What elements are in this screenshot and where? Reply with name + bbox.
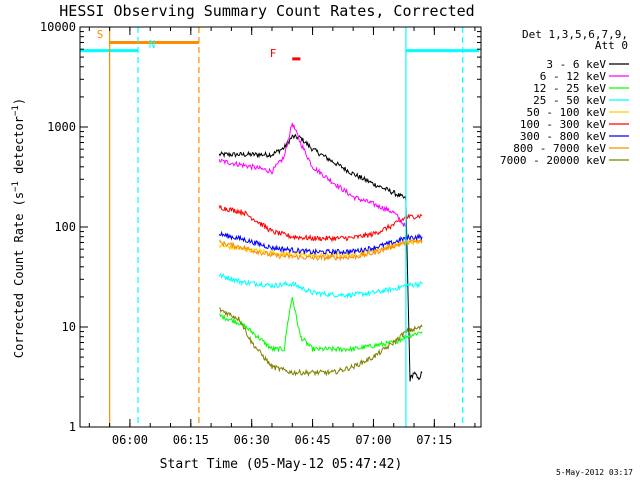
y-tick-label-3: 1000: [47, 120, 76, 134]
series-line-6: [218, 230, 423, 256]
bar-label-n: N: [149, 38, 156, 51]
legend-label-5: 100 - 300 keV: [520, 118, 606, 131]
legend-title-line-1: Att 0: [595, 39, 628, 52]
x-tick-label-5: 07:15: [416, 433, 452, 447]
x-tick-label-4: 07:00: [355, 433, 391, 447]
series-line-8: [219, 307, 423, 377]
y-tick-label-1: 10: [62, 320, 76, 334]
series-line-0: [218, 133, 423, 382]
x-axis-label: Start Time (05-May-12 05:47:42): [160, 457, 403, 472]
y-axis-label: Corrected Count Rate (s−1 detector−1): [11, 98, 26, 358]
series-line-3: [218, 272, 423, 299]
y-tick-label-4: 10000: [40, 20, 76, 34]
x-tick-label-2: 06:30: [234, 433, 270, 447]
x-tick-label-0: 06:00: [112, 433, 148, 447]
legend-label-1: 6 - 12 keV: [540, 70, 607, 83]
series-line-5: [218, 204, 423, 243]
y-tick-label-0: 1: [69, 420, 76, 434]
series-line-1: [218, 122, 407, 228]
legend-label-2: 12 - 25 keV: [533, 82, 606, 95]
series-group: [218, 122, 423, 382]
bar-label-s: S: [97, 28, 104, 41]
legend-label-7: 800 - 7000 keV: [513, 142, 606, 155]
series-line-7: [218, 238, 423, 262]
y-axis-label-text: Corrected Count Rate (s−1 detector−1): [11, 98, 26, 358]
legend-label-3: 25 - 50 keV: [533, 94, 606, 107]
x-tick-label-3: 06:45: [295, 433, 331, 447]
plot-area: S N F 1 10 100 1000 10000 06:00 06:15 06:30 06:45 07…: [40, 20, 482, 447]
bar-label-f: F: [270, 47, 277, 60]
legend-label-0: 3 - 6 keV: [546, 58, 606, 71]
legend-label-6: 300 - 800 keV: [520, 130, 606, 143]
legend-label-8: 7000 - 20000 keV: [500, 154, 606, 167]
legend-title-line-0: Det 1,3,5,6,7,9,: [522, 28, 628, 41]
y-tick-label-2: 100: [54, 220, 76, 234]
x-tick-label-1: 06:15: [173, 433, 209, 447]
series-line-2: [219, 297, 423, 353]
chart-title: HESSI Observing Summary Count Rates, Cor…: [59, 2, 474, 20]
legend-label-4: 50 - 100 keV: [527, 106, 607, 119]
footer-timestamp: 5-May-2012 03:17: [556, 468, 633, 477]
